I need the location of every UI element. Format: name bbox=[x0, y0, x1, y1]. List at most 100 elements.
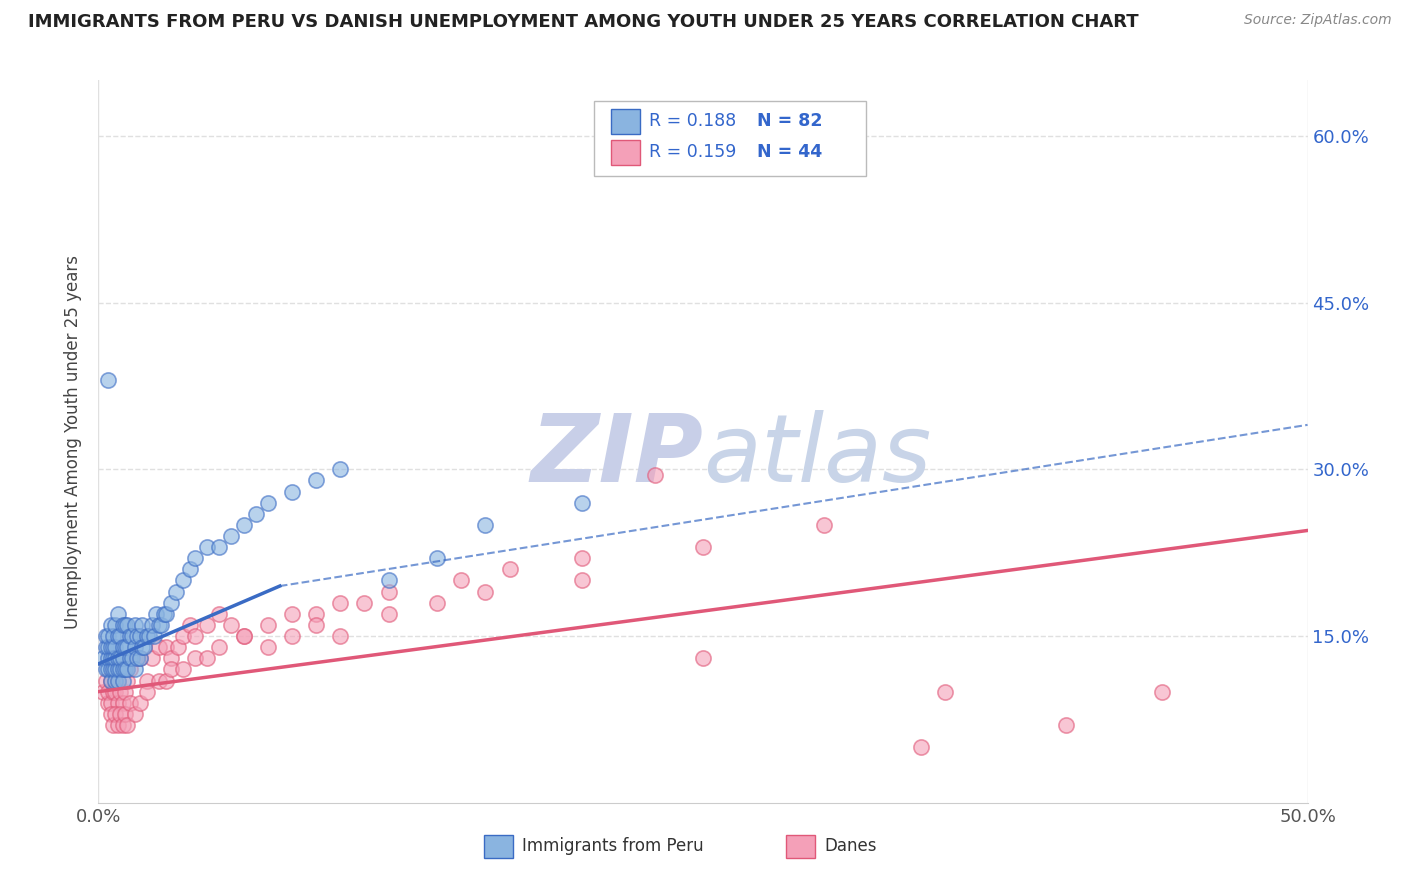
Point bbox=[160, 651, 183, 665]
Point bbox=[141, 651, 163, 665]
Point bbox=[94, 629, 117, 643]
Point bbox=[329, 462, 352, 476]
Point bbox=[179, 562, 201, 576]
Point bbox=[111, 662, 134, 676]
Point bbox=[100, 662, 122, 676]
Point bbox=[644, 467, 666, 482]
Point bbox=[208, 540, 231, 554]
Point bbox=[145, 607, 167, 621]
Point bbox=[127, 629, 149, 643]
Point bbox=[377, 574, 399, 588]
Point bbox=[94, 640, 117, 655]
Point bbox=[97, 696, 120, 710]
Point bbox=[101, 718, 124, 732]
Point bbox=[128, 651, 150, 665]
Point bbox=[232, 629, 254, 643]
FancyBboxPatch shape bbox=[612, 109, 640, 134]
Y-axis label: Unemployment Among Youth under 25 years: Unemployment Among Youth under 25 years bbox=[65, 254, 83, 629]
Point bbox=[208, 607, 231, 621]
Point bbox=[426, 596, 449, 610]
Point bbox=[117, 673, 139, 688]
Point bbox=[114, 706, 136, 721]
Point bbox=[121, 651, 143, 665]
Point bbox=[108, 662, 131, 676]
Point bbox=[498, 562, 520, 576]
Point bbox=[377, 584, 399, 599]
Point bbox=[107, 696, 129, 710]
Text: N = 44: N = 44 bbox=[758, 144, 823, 161]
Point bbox=[1152, 684, 1174, 698]
Point bbox=[91, 684, 114, 698]
Point bbox=[100, 640, 122, 655]
Point bbox=[104, 706, 127, 721]
Point bbox=[232, 629, 254, 643]
Point bbox=[571, 574, 593, 588]
Point bbox=[91, 651, 114, 665]
Point bbox=[114, 618, 136, 632]
Point bbox=[101, 640, 124, 655]
Point bbox=[104, 684, 127, 698]
FancyBboxPatch shape bbox=[612, 140, 640, 164]
Point bbox=[128, 696, 150, 710]
Point bbox=[934, 684, 956, 698]
Point bbox=[281, 629, 304, 643]
Point bbox=[692, 651, 714, 665]
Point bbox=[281, 484, 304, 499]
Point bbox=[155, 607, 177, 621]
Point bbox=[97, 651, 120, 665]
Point bbox=[108, 651, 131, 665]
Point bbox=[135, 673, 157, 688]
Point bbox=[124, 662, 146, 676]
Point bbox=[104, 662, 127, 676]
Point bbox=[172, 662, 194, 676]
Point bbox=[111, 662, 134, 676]
Point bbox=[148, 673, 170, 688]
Point bbox=[111, 718, 134, 732]
Point bbox=[107, 673, 129, 688]
Point bbox=[114, 662, 136, 676]
Point bbox=[101, 651, 124, 665]
Point bbox=[118, 651, 141, 665]
Point bbox=[104, 640, 127, 655]
Point bbox=[101, 662, 124, 676]
Point bbox=[100, 673, 122, 688]
Text: Immigrants from Peru: Immigrants from Peru bbox=[522, 838, 703, 855]
Point bbox=[165, 584, 187, 599]
Point bbox=[232, 517, 254, 532]
Point bbox=[141, 618, 163, 632]
Point bbox=[143, 629, 166, 643]
Point bbox=[121, 629, 143, 643]
Point bbox=[148, 618, 170, 632]
Point bbox=[108, 629, 131, 643]
Point bbox=[97, 640, 120, 655]
Point bbox=[135, 684, 157, 698]
Point bbox=[100, 673, 122, 688]
Point bbox=[195, 618, 218, 632]
Point bbox=[353, 596, 375, 610]
Point bbox=[474, 517, 496, 532]
Point bbox=[305, 607, 328, 621]
Point bbox=[111, 696, 134, 710]
Point bbox=[135, 629, 157, 643]
Point bbox=[114, 640, 136, 655]
Point bbox=[128, 629, 150, 643]
Point bbox=[128, 651, 150, 665]
Text: R = 0.159: R = 0.159 bbox=[648, 144, 735, 161]
Point bbox=[118, 629, 141, 643]
Point bbox=[305, 474, 328, 488]
Point bbox=[97, 684, 120, 698]
Point bbox=[100, 706, 122, 721]
Point bbox=[124, 618, 146, 632]
Text: Danes: Danes bbox=[824, 838, 876, 855]
Point bbox=[172, 629, 194, 643]
Point bbox=[124, 640, 146, 655]
Point bbox=[111, 618, 134, 632]
Point bbox=[97, 629, 120, 643]
Point bbox=[692, 540, 714, 554]
Point bbox=[100, 618, 122, 632]
Point bbox=[124, 706, 146, 721]
Point bbox=[155, 673, 177, 688]
Point bbox=[94, 673, 117, 688]
Point bbox=[148, 640, 170, 655]
Point bbox=[111, 673, 134, 688]
